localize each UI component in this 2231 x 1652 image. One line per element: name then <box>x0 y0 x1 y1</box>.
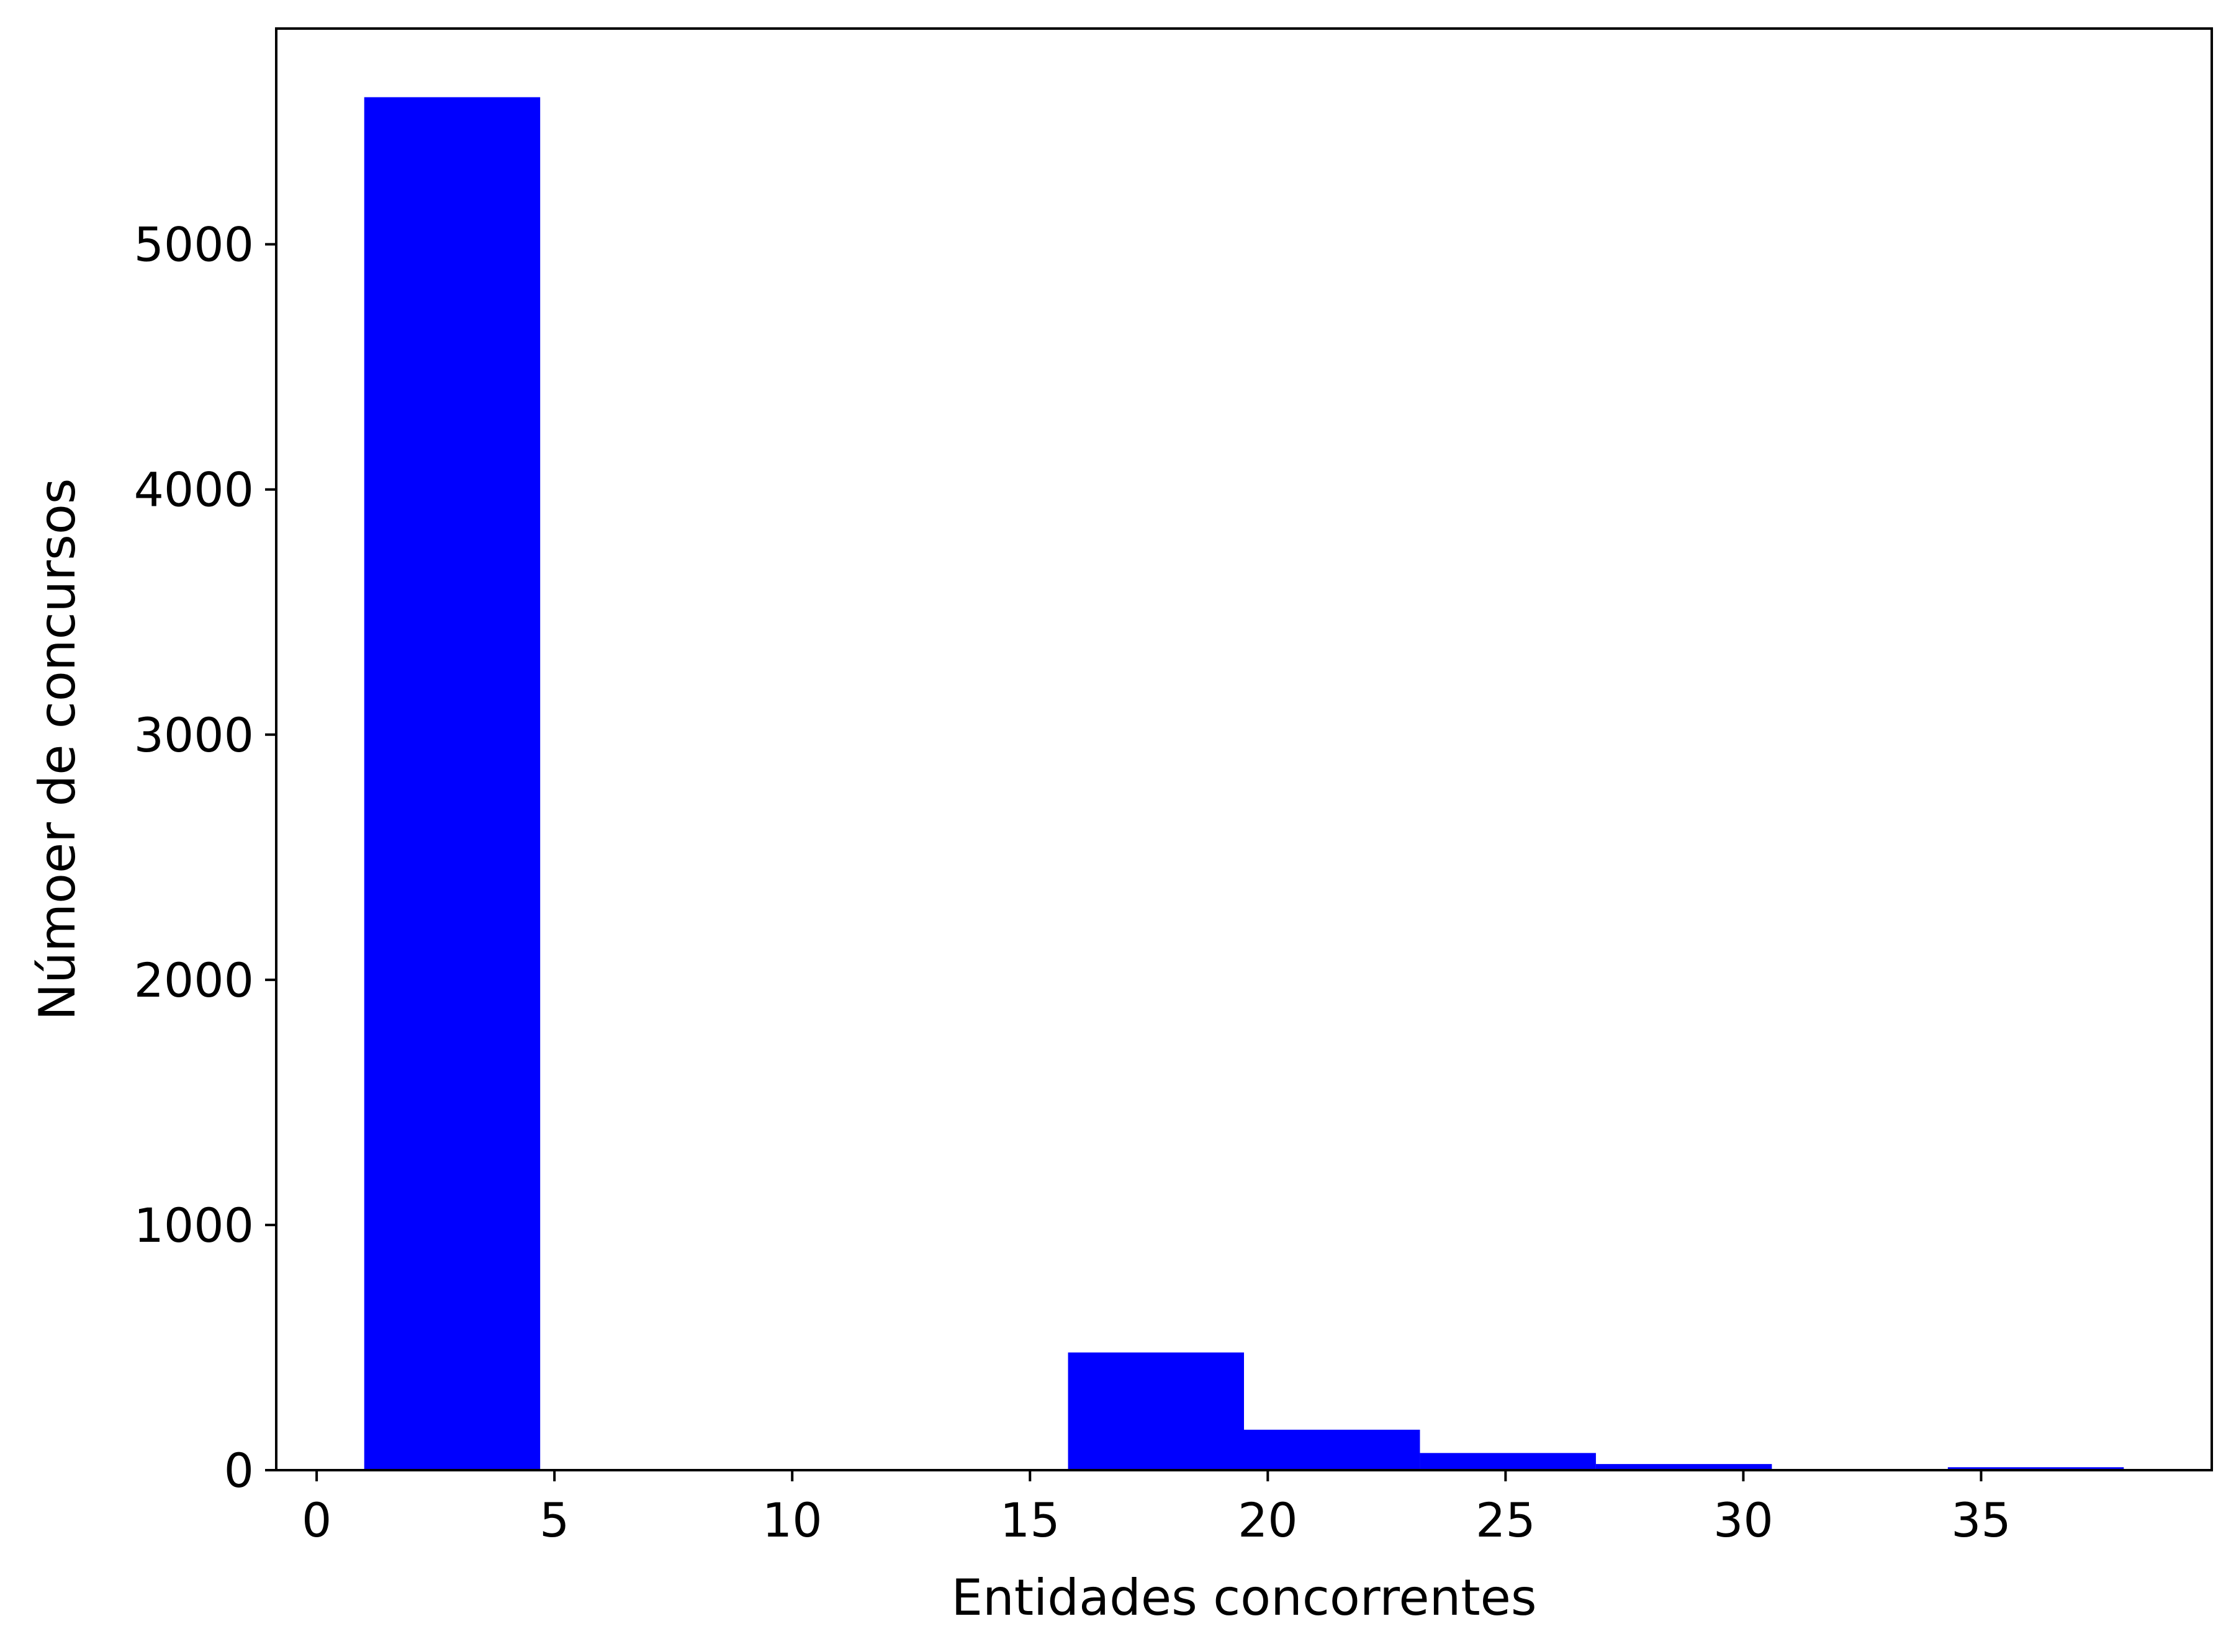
x-tick-label: 15 <box>1000 1493 1060 1548</box>
histogram-bar-7 <box>1595 1464 1772 1470</box>
x-tick-label: 35 <box>1951 1493 2011 1548</box>
y-axis-ticks: 0 1000 2000 3000 4000 5000 <box>134 217 276 1498</box>
histogram-bar-6 <box>1420 1453 1596 1470</box>
x-tick-label: 25 <box>1476 1493 1536 1548</box>
x-tick-label: 20 <box>1238 1493 1298 1548</box>
y-tick-label: 1000 <box>134 1198 254 1253</box>
x-axis-label: Entidades concorrentes <box>951 1569 1536 1627</box>
x-tick-label: 5 <box>539 1493 569 1548</box>
y-tick-label: 0 <box>224 1443 254 1498</box>
x-tick-label: 10 <box>762 1493 823 1548</box>
y-tick-label: 4000 <box>134 462 254 518</box>
y-tick-label: 2000 <box>134 953 254 1008</box>
y-tick-label: 3000 <box>134 707 254 763</box>
histogram-bar-0 <box>364 97 541 1470</box>
y-axis-label: Númoer de concursos <box>29 478 86 1021</box>
x-tick-label: 30 <box>1713 1493 1774 1548</box>
y-tick-label: 5000 <box>134 217 254 272</box>
x-axis-ticks: 0 5 10 15 20 25 30 35 <box>302 1470 2011 1548</box>
histogram-bar-5 <box>1244 1429 1420 1470</box>
histogram-bar-4 <box>1068 1352 1244 1470</box>
bar-group <box>364 97 2124 1470</box>
plot-frame <box>275 27 2213 1471</box>
x-tick-label: 0 <box>302 1493 331 1548</box>
histogram-bar-9 <box>1947 1467 2124 1470</box>
